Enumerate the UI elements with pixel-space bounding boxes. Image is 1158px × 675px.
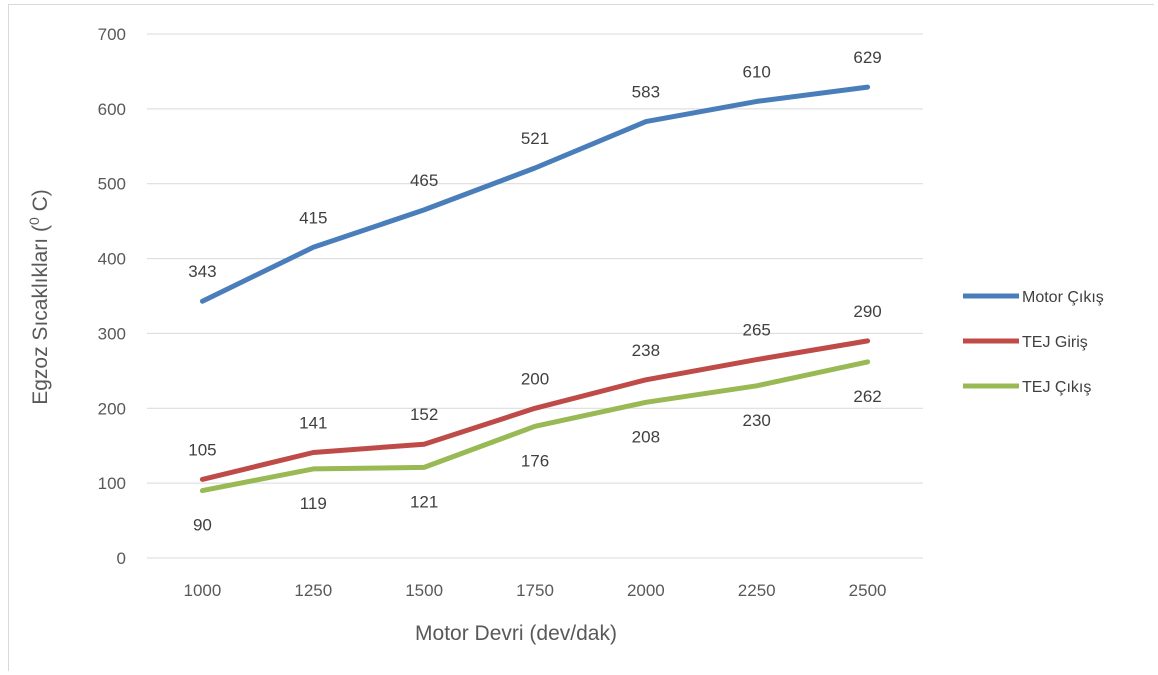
- x-tick-label: 2500: [849, 581, 887, 600]
- y-tick-label: 600: [98, 100, 126, 119]
- data-label: 152: [410, 405, 438, 424]
- data-labels: 343 415 465 521 583 610 629 105 141 152 200 238 265 2…: [188, 48, 882, 534]
- x-tick-label: 1000: [184, 581, 222, 600]
- y-tick-label: 500: [98, 175, 126, 194]
- y-tick-label: 700: [98, 25, 126, 44]
- y-axis-title: Egzoz Sıcaklıkları (0 C): [26, 189, 52, 405]
- y-axis-title-superscript: 0: [26, 217, 42, 225]
- data-label: 121: [410, 492, 438, 511]
- y-tick-label: 400: [98, 250, 126, 269]
- legend: Motor Çıkış TEJ Giriş TEJ Çıkış: [963, 289, 1104, 396]
- data-label: 200: [521, 369, 549, 388]
- data-label: 230: [743, 411, 771, 430]
- series-line-3: [199, 359, 871, 494]
- y-tick-label: 0: [117, 549, 126, 568]
- series-lines: [199, 84, 871, 494]
- data-label: 610: [743, 62, 771, 81]
- data-label: 415: [299, 208, 327, 227]
- y-axis-ticks: 0 100 200 300 400 500 600 700: [98, 25, 126, 568]
- series-line-1: [199, 84, 871, 304]
- y-axis-title-suffix: C): [29, 189, 52, 217]
- y-tick-label: 300: [98, 324, 126, 343]
- y-tick-label: 100: [98, 474, 126, 493]
- x-axis-title: Motor Devri (dev/dak): [415, 622, 617, 645]
- data-label: 90: [193, 516, 212, 535]
- chart-frame: [8, 4, 1154, 671]
- legend-label: Motor Çıkış: [1022, 289, 1104, 306]
- data-label: 176: [521, 451, 549, 470]
- x-tick-label: 1250: [294, 581, 332, 600]
- data-label: 265: [743, 321, 771, 340]
- data-label: 105: [188, 440, 216, 459]
- x-tick-label: 1500: [405, 581, 443, 600]
- data-label: 629: [853, 48, 881, 67]
- data-label: 343: [188, 262, 216, 281]
- data-label: 521: [521, 129, 549, 148]
- data-label: 119: [300, 494, 327, 513]
- legend-label: TEJ Çıkış: [1022, 379, 1091, 396]
- legend-label: TEJ Giriş: [1022, 334, 1088, 351]
- data-label: 238: [632, 341, 660, 360]
- y-axis-title-main: Egzoz Sıcaklıkları (: [29, 225, 52, 405]
- data-label: 583: [632, 83, 660, 102]
- x-tick-label: 2000: [627, 581, 665, 600]
- data-label: 262: [853, 387, 881, 406]
- series-line-2: [199, 338, 871, 482]
- y-tick-label: 200: [98, 399, 126, 418]
- x-tick-label: 2250: [738, 581, 776, 600]
- data-label: 208: [632, 427, 660, 446]
- data-label: 465: [410, 171, 438, 190]
- data-label: 290: [853, 302, 881, 321]
- data-label: 141: [299, 413, 327, 432]
- x-tick-label: 1750: [516, 581, 554, 600]
- x-axis-ticks: 1000 1250 1500 1750 2000 2250 2500: [184, 581, 887, 600]
